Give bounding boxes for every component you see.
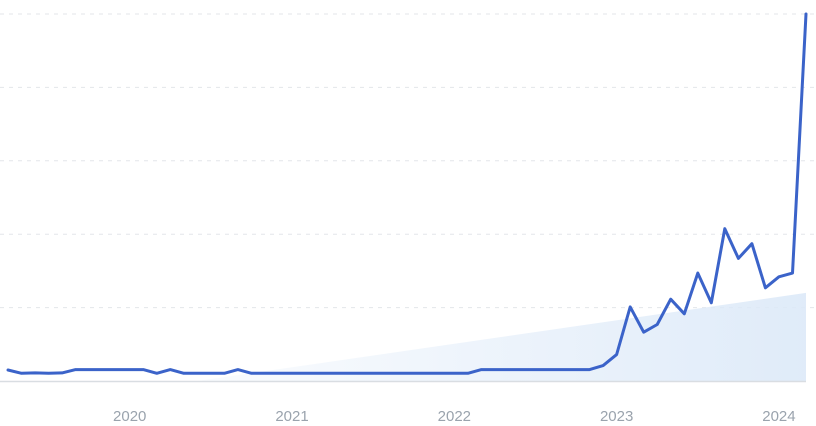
- data-point: [656, 323, 659, 326]
- data-point: [263, 372, 266, 375]
- data-point: [115, 368, 118, 371]
- data-point: [399, 372, 402, 375]
- data-point: [236, 368, 239, 371]
- data-point: [345, 372, 348, 375]
- data-point: [331, 372, 334, 375]
- series-line: [6, 12, 808, 375]
- x-tick-labels: 2020 2021 2022 2023 2024: [113, 408, 796, 425]
- data-point: [250, 372, 253, 375]
- data-point: [88, 368, 91, 371]
- data-point: [182, 372, 185, 375]
- data-point: [575, 368, 578, 371]
- x-tick-label: 2022: [438, 408, 471, 425]
- data-point: [291, 372, 294, 375]
- data-point: [142, 368, 145, 371]
- data-point: [602, 364, 605, 367]
- data-point: [128, 368, 131, 371]
- data-point: [710, 301, 713, 304]
- data-point: [155, 372, 158, 375]
- data-point: [101, 368, 104, 371]
- trend-area: [197, 292, 806, 381]
- data-point: [439, 372, 442, 375]
- data-point: [493, 368, 496, 371]
- data-point: [683, 312, 686, 315]
- data-point: [277, 372, 280, 375]
- data-point: [453, 372, 456, 375]
- data-point: [318, 372, 321, 375]
- data-point: [372, 372, 375, 375]
- x-tick-label: 2021: [275, 408, 308, 425]
- data-point: [426, 372, 429, 375]
- data-point: [507, 368, 510, 371]
- data-point: [304, 372, 307, 375]
- data-point: [61, 371, 64, 374]
- data-point: [629, 305, 632, 308]
- data-point: [777, 275, 780, 278]
- data-point: [466, 372, 469, 375]
- data-point: [20, 372, 23, 375]
- data-point: [47, 372, 50, 375]
- data-point: [209, 372, 212, 375]
- data-point: [74, 368, 77, 371]
- data-point: [7, 368, 10, 371]
- data-point: [196, 372, 199, 375]
- data-point: [223, 372, 226, 375]
- data-point: [696, 272, 699, 275]
- data-point: [412, 372, 415, 375]
- data-point: [615, 353, 618, 356]
- data-point: [385, 372, 388, 375]
- data-point: [561, 368, 564, 371]
- data-point: [534, 368, 537, 371]
- data-point: [737, 257, 740, 260]
- data-point: [723, 227, 726, 230]
- data-point: [642, 331, 645, 334]
- data-point: [358, 372, 361, 375]
- data-point: [169, 368, 172, 371]
- data-point: [34, 371, 37, 374]
- x-tick-label: 2024: [762, 408, 795, 425]
- data-point: [750, 242, 753, 245]
- data-point: [480, 368, 483, 371]
- data-point: [805, 13, 808, 16]
- gridlines: [0, 13, 816, 309]
- x-tick-label: 2023: [600, 408, 633, 425]
- data-point: [520, 368, 523, 371]
- data-point: [791, 272, 794, 275]
- data-point: [588, 368, 591, 371]
- data-point: [764, 286, 767, 289]
- data-point: [669, 298, 672, 301]
- data-point: [548, 368, 551, 371]
- x-tick-label: 2020: [113, 408, 146, 425]
